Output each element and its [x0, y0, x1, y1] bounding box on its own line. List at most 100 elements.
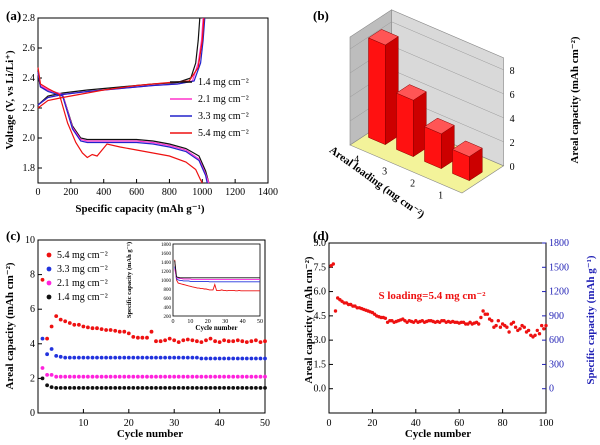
data-point [176, 340, 181, 344]
data-point [185, 374, 190, 379]
bar-1 [451, 140, 483, 182]
x-tick-label: 40 [411, 418, 421, 429]
data-point [113, 328, 118, 333]
data-point [231, 339, 236, 344]
data-point [226, 374, 231, 379]
panel-b-zlabel: Areal capacity (mAh cm⁻²) [569, 36, 581, 163]
inset-y-tick-label: 1600 [161, 252, 172, 257]
series-line-discharge [37, 67, 203, 184]
y-tick-label: 8 [30, 270, 35, 281]
data-point [258, 340, 263, 344]
data-point [163, 338, 168, 343]
data-point [485, 312, 490, 316]
data-point [49, 347, 54, 351]
data-point [176, 355, 181, 360]
grid-line [391, 45, 504, 95]
data-point [163, 355, 168, 360]
inset-series-line [174, 268, 260, 281]
data-point [99, 355, 104, 360]
data-point [199, 374, 204, 379]
x-tick-label: 600 [129, 187, 144, 198]
data-point [86, 355, 90, 360]
panel-d-annotation: S loading=5.4 mg cm⁻² [378, 290, 486, 302]
data-point [149, 374, 154, 379]
panel-d-plot-frame [328, 242, 547, 414]
data-point [494, 323, 498, 328]
data-point [195, 339, 199, 344]
data-point [77, 386, 81, 390]
data-point [81, 374, 86, 379]
y-tick-label: 1.5 [314, 359, 327, 370]
data-point [244, 356, 249, 361]
data-point [226, 339, 231, 344]
data-point [45, 352, 49, 357]
panel-a-label: (a) [6, 8, 21, 23]
data-point [54, 374, 59, 379]
data-point [140, 374, 145, 379]
data-point [222, 356, 227, 361]
data-point [154, 374, 158, 379]
panel-c-plot-frame [37, 239, 266, 414]
data-point [49, 324, 54, 329]
y-tick-label: 4 [30, 339, 35, 350]
data-point [258, 356, 263, 361]
data-point [104, 328, 108, 332]
data-point [498, 325, 503, 329]
legend-label: 5.4 mg cm⁻² [198, 128, 249, 139]
data-point [158, 339, 163, 344]
data-point [40, 376, 45, 381]
bar-front [368, 37, 386, 146]
data-point [99, 374, 104, 379]
x-tick-label: 100 [539, 418, 554, 429]
inset-y-tick-label: 200 [164, 315, 172, 320]
data-point [263, 374, 267, 379]
data-point [231, 374, 236, 379]
data-point [217, 356, 222, 361]
data-point [136, 386, 140, 390]
data-point [240, 374, 245, 379]
data-point [54, 314, 59, 318]
inset-x-tick-label: 50 [257, 319, 263, 325]
data-point [45, 373, 49, 377]
data-point [213, 386, 218, 390]
x-tick-label: 50 [260, 418, 270, 429]
data-point [95, 386, 99, 390]
data-point [154, 339, 158, 344]
data-point [217, 340, 222, 344]
series-line-discharge [37, 73, 210, 184]
data-point [217, 374, 222, 379]
data-point [158, 386, 163, 390]
data-point [72, 374, 77, 379]
data-point [45, 336, 49, 341]
y-tick-label: 7.5 [314, 262, 327, 273]
inset-y-tick-label: 1800 [161, 243, 172, 248]
inset-x-tick-label: 30 [222, 319, 228, 325]
data-point [131, 374, 136, 379]
bar-top [367, 29, 399, 46]
data-point [108, 328, 113, 332]
panel-d-ylabel-right: Specific capacity (mAh g⁻¹) [585, 255, 597, 385]
y-tick-label: 2.0 [23, 133, 36, 144]
panel-c-xlabel: Cycle number [117, 428, 183, 440]
data-point [222, 374, 227, 379]
inset-x-tick-label: 0 [172, 319, 175, 325]
data-point [145, 335, 149, 340]
data-point [513, 325, 518, 329]
data-point [258, 374, 263, 379]
data-point [117, 329, 122, 334]
data-point [240, 339, 245, 344]
data-point [63, 355, 68, 360]
z-tick-label: 6 [510, 90, 515, 101]
data-point [45, 383, 49, 388]
series-line-discharge [37, 74, 210, 184]
data-point [511, 320, 516, 324]
data-point [99, 386, 104, 390]
data-point [140, 335, 145, 340]
data-point [126, 386, 131, 390]
data-point [81, 324, 86, 329]
y-tick-label: 2.4 [23, 73, 36, 84]
inset-ylabel: Specific capacity (mAh g⁻¹) [126, 242, 133, 318]
legend-label: 5.4 mg cm⁻² [57, 250, 108, 261]
data-point [477, 322, 481, 326]
legend-label: 3.3 mg cm⁻² [198, 111, 249, 122]
